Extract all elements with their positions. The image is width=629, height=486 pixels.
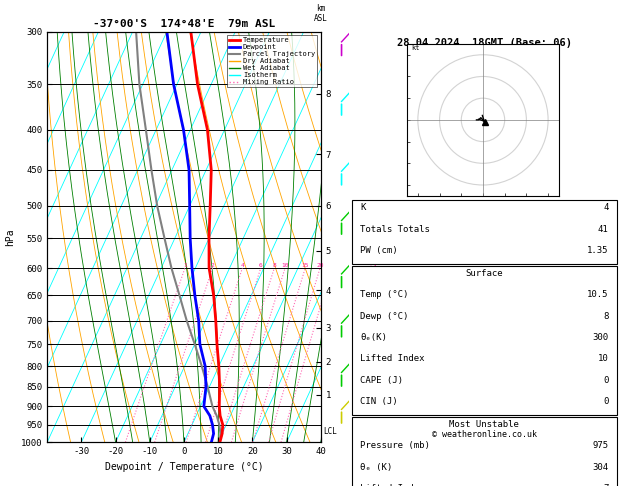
Text: 10.5: 10.5 <box>587 290 609 299</box>
Text: θₑ(K): θₑ(K) <box>360 333 387 342</box>
Text: CAPE (J): CAPE (J) <box>360 376 403 384</box>
Text: kt: kt <box>411 45 420 52</box>
Text: Surface: Surface <box>465 269 503 278</box>
Text: 41: 41 <box>598 225 609 233</box>
Text: 20: 20 <box>316 263 324 268</box>
Text: Lifted Index: Lifted Index <box>360 484 425 486</box>
Text: θₑ (K): θₑ (K) <box>360 463 392 472</box>
Bar <box>352 266 617 415</box>
Text: Temp (°C): Temp (°C) <box>360 290 408 299</box>
Text: Mixing Ratio (g/kg): Mixing Ratio (g/kg) <box>370 213 379 301</box>
X-axis label: Dewpoint / Temperature (°C): Dewpoint / Temperature (°C) <box>104 462 264 472</box>
Text: 6: 6 <box>259 263 263 268</box>
Text: Pressure (mb): Pressure (mb) <box>360 441 430 451</box>
Title: -37°00'S  174°48'E  79m ASL: -37°00'S 174°48'E 79m ASL <box>93 19 275 30</box>
Text: Lifted Index: Lifted Index <box>360 354 425 364</box>
Bar <box>352 417 617 486</box>
Bar <box>352 200 617 264</box>
Text: © weatheronline.co.uk: © weatheronline.co.uk <box>432 430 537 439</box>
Text: K: K <box>360 203 365 212</box>
Text: 0: 0 <box>603 397 609 406</box>
Text: PW (cm): PW (cm) <box>360 246 398 255</box>
Text: LCL: LCL <box>323 427 337 436</box>
Text: 15: 15 <box>301 263 309 268</box>
Y-axis label: hPa: hPa <box>5 228 15 246</box>
Text: Most Unstable: Most Unstable <box>449 420 520 429</box>
Text: 304: 304 <box>593 463 609 472</box>
Text: 10: 10 <box>281 263 289 268</box>
Text: 8: 8 <box>272 263 276 268</box>
Text: 1: 1 <box>183 263 187 268</box>
Text: 4: 4 <box>240 263 244 268</box>
Text: Dewp (°C): Dewp (°C) <box>360 312 408 321</box>
Text: 28.04.2024  18GMT (Base: 06): 28.04.2024 18GMT (Base: 06) <box>397 38 572 48</box>
Text: 2: 2 <box>211 263 214 268</box>
Text: 7: 7 <box>603 484 609 486</box>
Text: 10: 10 <box>598 354 609 364</box>
Text: km
ASL: km ASL <box>314 4 328 23</box>
Text: 1.35: 1.35 <box>587 246 609 255</box>
Text: 4: 4 <box>603 203 609 212</box>
Text: 8: 8 <box>603 312 609 321</box>
Legend: Temperature, Dewpoint, Parcel Trajectory, Dry Adiabat, Wet Adiabat, Isotherm, Mi: Temperature, Dewpoint, Parcel Trajectory… <box>227 35 317 87</box>
Text: Totals Totals: Totals Totals <box>360 225 430 233</box>
Text: 975: 975 <box>593 441 609 451</box>
Text: 300: 300 <box>593 333 609 342</box>
Text: CIN (J): CIN (J) <box>360 397 398 406</box>
Text: 0: 0 <box>603 376 609 384</box>
